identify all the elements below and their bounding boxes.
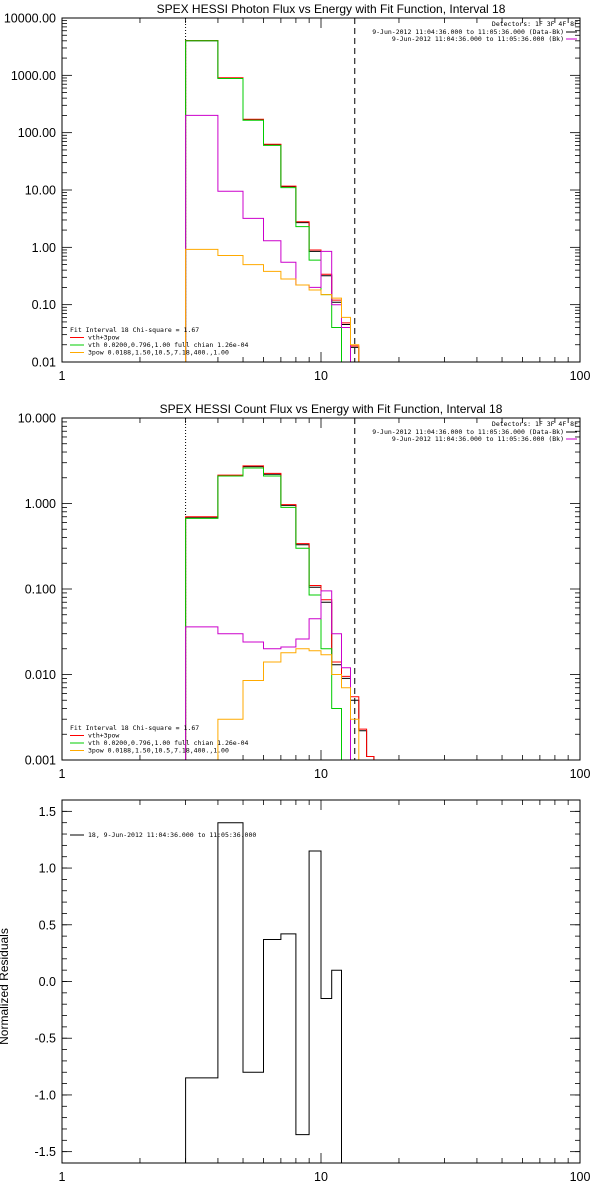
data-layer (185, 465, 375, 760)
y-tick-label: -1.5 (34, 1145, 56, 1159)
legend-entry: 9-Jun-2012 11:04:36.000 to 11:05:36.000 … (372, 428, 564, 436)
series-bk (185, 590, 351, 760)
y-tick-label: -1.0 (34, 1088, 56, 1102)
series-data (185, 466, 375, 760)
y-tick-label: 1.00 (32, 241, 56, 255)
series-vth (185, 467, 342, 760)
y-tick-label: 1.5 (39, 805, 56, 819)
x-tick-label: 100 (570, 369, 591, 383)
y-tick-label: 0.0 (39, 975, 56, 989)
legend-entry: vth+3pow (88, 334, 119, 342)
y-tick-label: 0.5 (39, 918, 56, 932)
axes-frame (61, 799, 581, 1164)
legend-entry: 9-Jun-2012 11:04:36.000 to 11:05:36.000 … (392, 35, 564, 43)
axes-frame (61, 17, 581, 363)
y-tick-label: -0.5 (34, 1032, 56, 1046)
series-bk (185, 114, 351, 362)
y-tick-label: 10.000 (18, 412, 56, 426)
x-tick-label: 1 (59, 767, 66, 781)
series-pow (217, 648, 360, 760)
data-layer (185, 822, 342, 1163)
x-tick-label: 100 (570, 1170, 591, 1184)
x-tick-label: 10 (314, 767, 328, 781)
legend-entry: Fit Interval 18 Chi-square = 1.67 (70, 724, 199, 732)
chart-title: SPEX HESSI Count Flux vs Energy with Fit… (160, 402, 503, 416)
y-tick-label: 0.10 (32, 298, 56, 312)
y-tick-label: 1000.00 (11, 69, 56, 83)
legend-header: Detectors: 1F 3F 4F 8F (492, 420, 578, 428)
chart-count: SPEX HESSI Count Flux vs Energy with Fit… (18, 402, 591, 781)
y-axis-label: Normalized Residuals (0, 928, 11, 1045)
x-tick-label: 1 (59, 369, 66, 383)
y-tick-label: 1.000 (25, 497, 56, 511)
y-tick-label: 10000.00 (4, 12, 56, 26)
legend-entry: vth 0.0200,0.796,1.00 full chian 1.26e-0… (88, 739, 249, 747)
chart-title: SPEX HESSI Photon Flux vs Energy with Fi… (157, 2, 506, 16)
chart-photon: SPEX HESSI Photon Flux vs Energy with Fi… (4, 2, 591, 383)
series-total (185, 40, 360, 362)
series-pow (185, 248, 360, 362)
legend-entry: vth 0.0200,0.796,1.00 full chian 1.26e-0… (88, 341, 249, 349)
axes-frame (61, 417, 581, 761)
legend-entry: 18, 9-Jun-2012 11:04:36.000 to 11:05:36.… (88, 831, 256, 839)
legend-entry: vth+3pow (88, 732, 119, 740)
x-tick-label: 10 (314, 1170, 328, 1184)
y-tick-label: 0.001 (25, 754, 56, 768)
series-total (185, 465, 375, 760)
legend-entry: 3pow 0.0188,1.50,10.5,7.18,400.,1.00 (88, 349, 229, 357)
data-layer (185, 40, 360, 362)
series-vth (185, 40, 342, 362)
x-tick-label: 100 (570, 767, 591, 781)
series-data (185, 40, 360, 362)
y-tick-label: 100.00 (18, 126, 56, 140)
y-tick-label: 0.100 (25, 583, 56, 597)
x-tick-label: 1 (59, 1170, 66, 1184)
legend-entry: 9-Jun-2012 11:04:36.000 to 11:05:36.000 … (372, 28, 564, 36)
legend-header: Detectors: 1F 3F 4F 8F (492, 20, 578, 28)
x-tick-label: 10 (314, 369, 328, 383)
y-tick-label: 10.00 (25, 184, 56, 198)
y-tick-label: 0.01 (32, 356, 56, 370)
legend-entry: Fit Interval 18 Chi-square = 1.67 (70, 326, 199, 334)
y-tick-label: 1.0 (39, 862, 56, 876)
series-resid (185, 822, 342, 1163)
legend-entry: 3pow 0.0188,1.50,10.5,7.18,400.,1.00 (88, 747, 229, 755)
legend-entry: 9-Jun-2012 11:04:36.000 to 11:05:36.000 … (392, 435, 564, 443)
chart-residuals: Normalized Residuals 1 10 100 -1.5 -1.0 -0.5 0.… (0, 799, 591, 1184)
y-tick-label: 0.010 (25, 668, 56, 682)
